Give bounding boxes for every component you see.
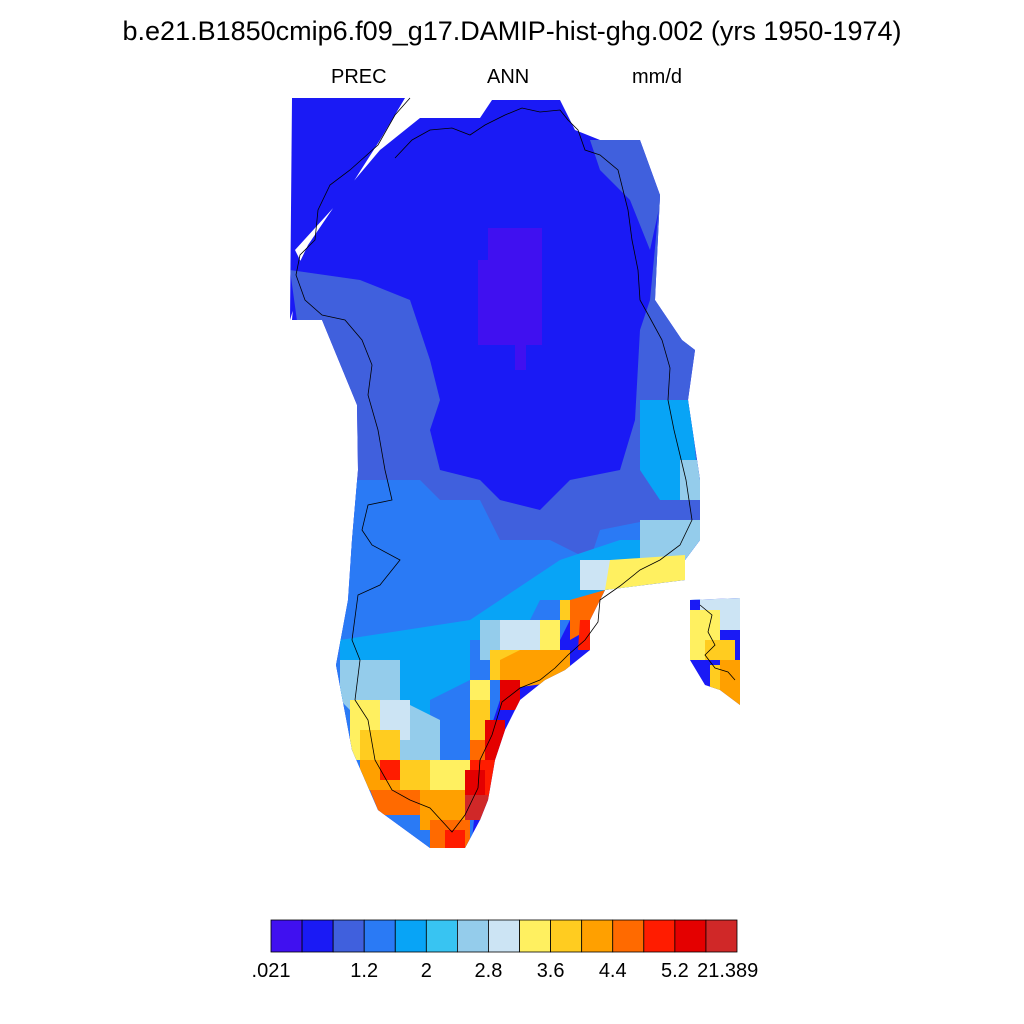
precip-field bbox=[289, 98, 740, 848]
colorbar-box bbox=[581, 919, 614, 953]
colorbar-box bbox=[643, 919, 676, 953]
coastline bbox=[295, 97, 736, 833]
plot-title: b.e21.B1850cmip6.f09_g17.DAMIP-hist-ghg.… bbox=[122, 16, 902, 46]
field-yellow bbox=[350, 555, 720, 790]
colorbar-box bbox=[425, 919, 458, 953]
field-west-slate-band bbox=[290, 195, 705, 560]
field-sky-blue bbox=[340, 400, 700, 740]
colorbar-tick-label: 2 bbox=[420, 960, 432, 982]
colorbar-box bbox=[550, 919, 583, 953]
field-east-slate-band bbox=[590, 140, 662, 250]
colorbar-box bbox=[456, 919, 489, 953]
field-dark-orange bbox=[370, 590, 605, 848]
colorbar-tick-label: 3.6 bbox=[536, 960, 565, 982]
field-indigo-core bbox=[478, 228, 542, 370]
field-crimson bbox=[465, 680, 520, 795]
colorbar-box bbox=[674, 919, 707, 953]
colorbar-box bbox=[488, 919, 520, 953]
colorbar-box bbox=[705, 919, 738, 953]
variable-label: PREC bbox=[331, 66, 387, 88]
colorbar bbox=[270, 919, 738, 953]
colorbar-box bbox=[612, 919, 645, 953]
colorbar-box bbox=[332, 919, 365, 953]
colorbar-box bbox=[301, 919, 334, 953]
colorbar-box bbox=[270, 919, 303, 953]
colorbar-box bbox=[363, 919, 396, 953]
field-dark-red bbox=[465, 795, 488, 820]
colorbar-tick-label: 1.2 bbox=[350, 960, 379, 982]
colorbar-box bbox=[519, 919, 551, 953]
colorbar-tick-label: 4.4 bbox=[598, 960, 627, 982]
colorbar-tick-label: .021 bbox=[251, 960, 291, 982]
units-label: mm/d bbox=[632, 66, 682, 88]
colorbar-box bbox=[394, 919, 427, 953]
season-label: ANN bbox=[487, 66, 530, 88]
colorbar-tick-label: 2.8 bbox=[474, 960, 503, 982]
colorbar-tick-label: 5.2 bbox=[660, 960, 689, 982]
colorbar-tick-label: 21.389 bbox=[697, 960, 759, 982]
